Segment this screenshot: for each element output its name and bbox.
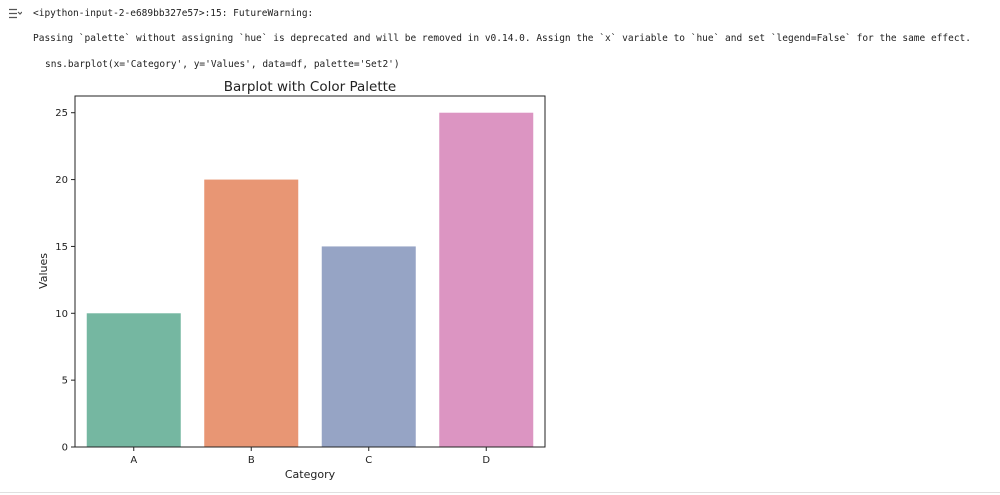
x-tick-label: B [248,455,255,466]
y-tick-label: 25 [55,108,68,119]
y-axis: 0 5 10 15 20 25 [55,108,75,454]
bottom-divider [0,492,1000,493]
chart-title: Barplot with Color Palette [224,79,396,95]
x-axis: A B C D [130,447,490,466]
y-axis-label: Values [37,253,50,289]
x-tick-label: A [130,455,137,466]
bars-layer [86,112,534,448]
x-tick-label: D [482,455,490,466]
y-tick-label: 5 [62,376,68,387]
bar-C [321,246,416,447]
bar-D [439,112,534,447]
bar-B [204,179,299,448]
x-tick-label: C [365,455,372,466]
y-tick-label: 0 [62,443,68,454]
warning-message: Passing `palette` without assigning `hue… [33,33,971,44]
y-tick-label: 15 [55,242,68,253]
warning-header: <ipython-input-2-e689bb327e57>:15: Futur… [33,8,314,19]
output-toggle-icon[interactable] [8,8,22,20]
x-axis-label: Category [285,468,336,481]
y-tick-label: 10 [55,309,68,320]
bar-A [86,313,181,447]
warning-code-line: sns.barplot(x='Category', y='Values', da… [45,59,400,70]
plot-frame [74,95,546,448]
y-tick-label: 20 [55,175,68,186]
